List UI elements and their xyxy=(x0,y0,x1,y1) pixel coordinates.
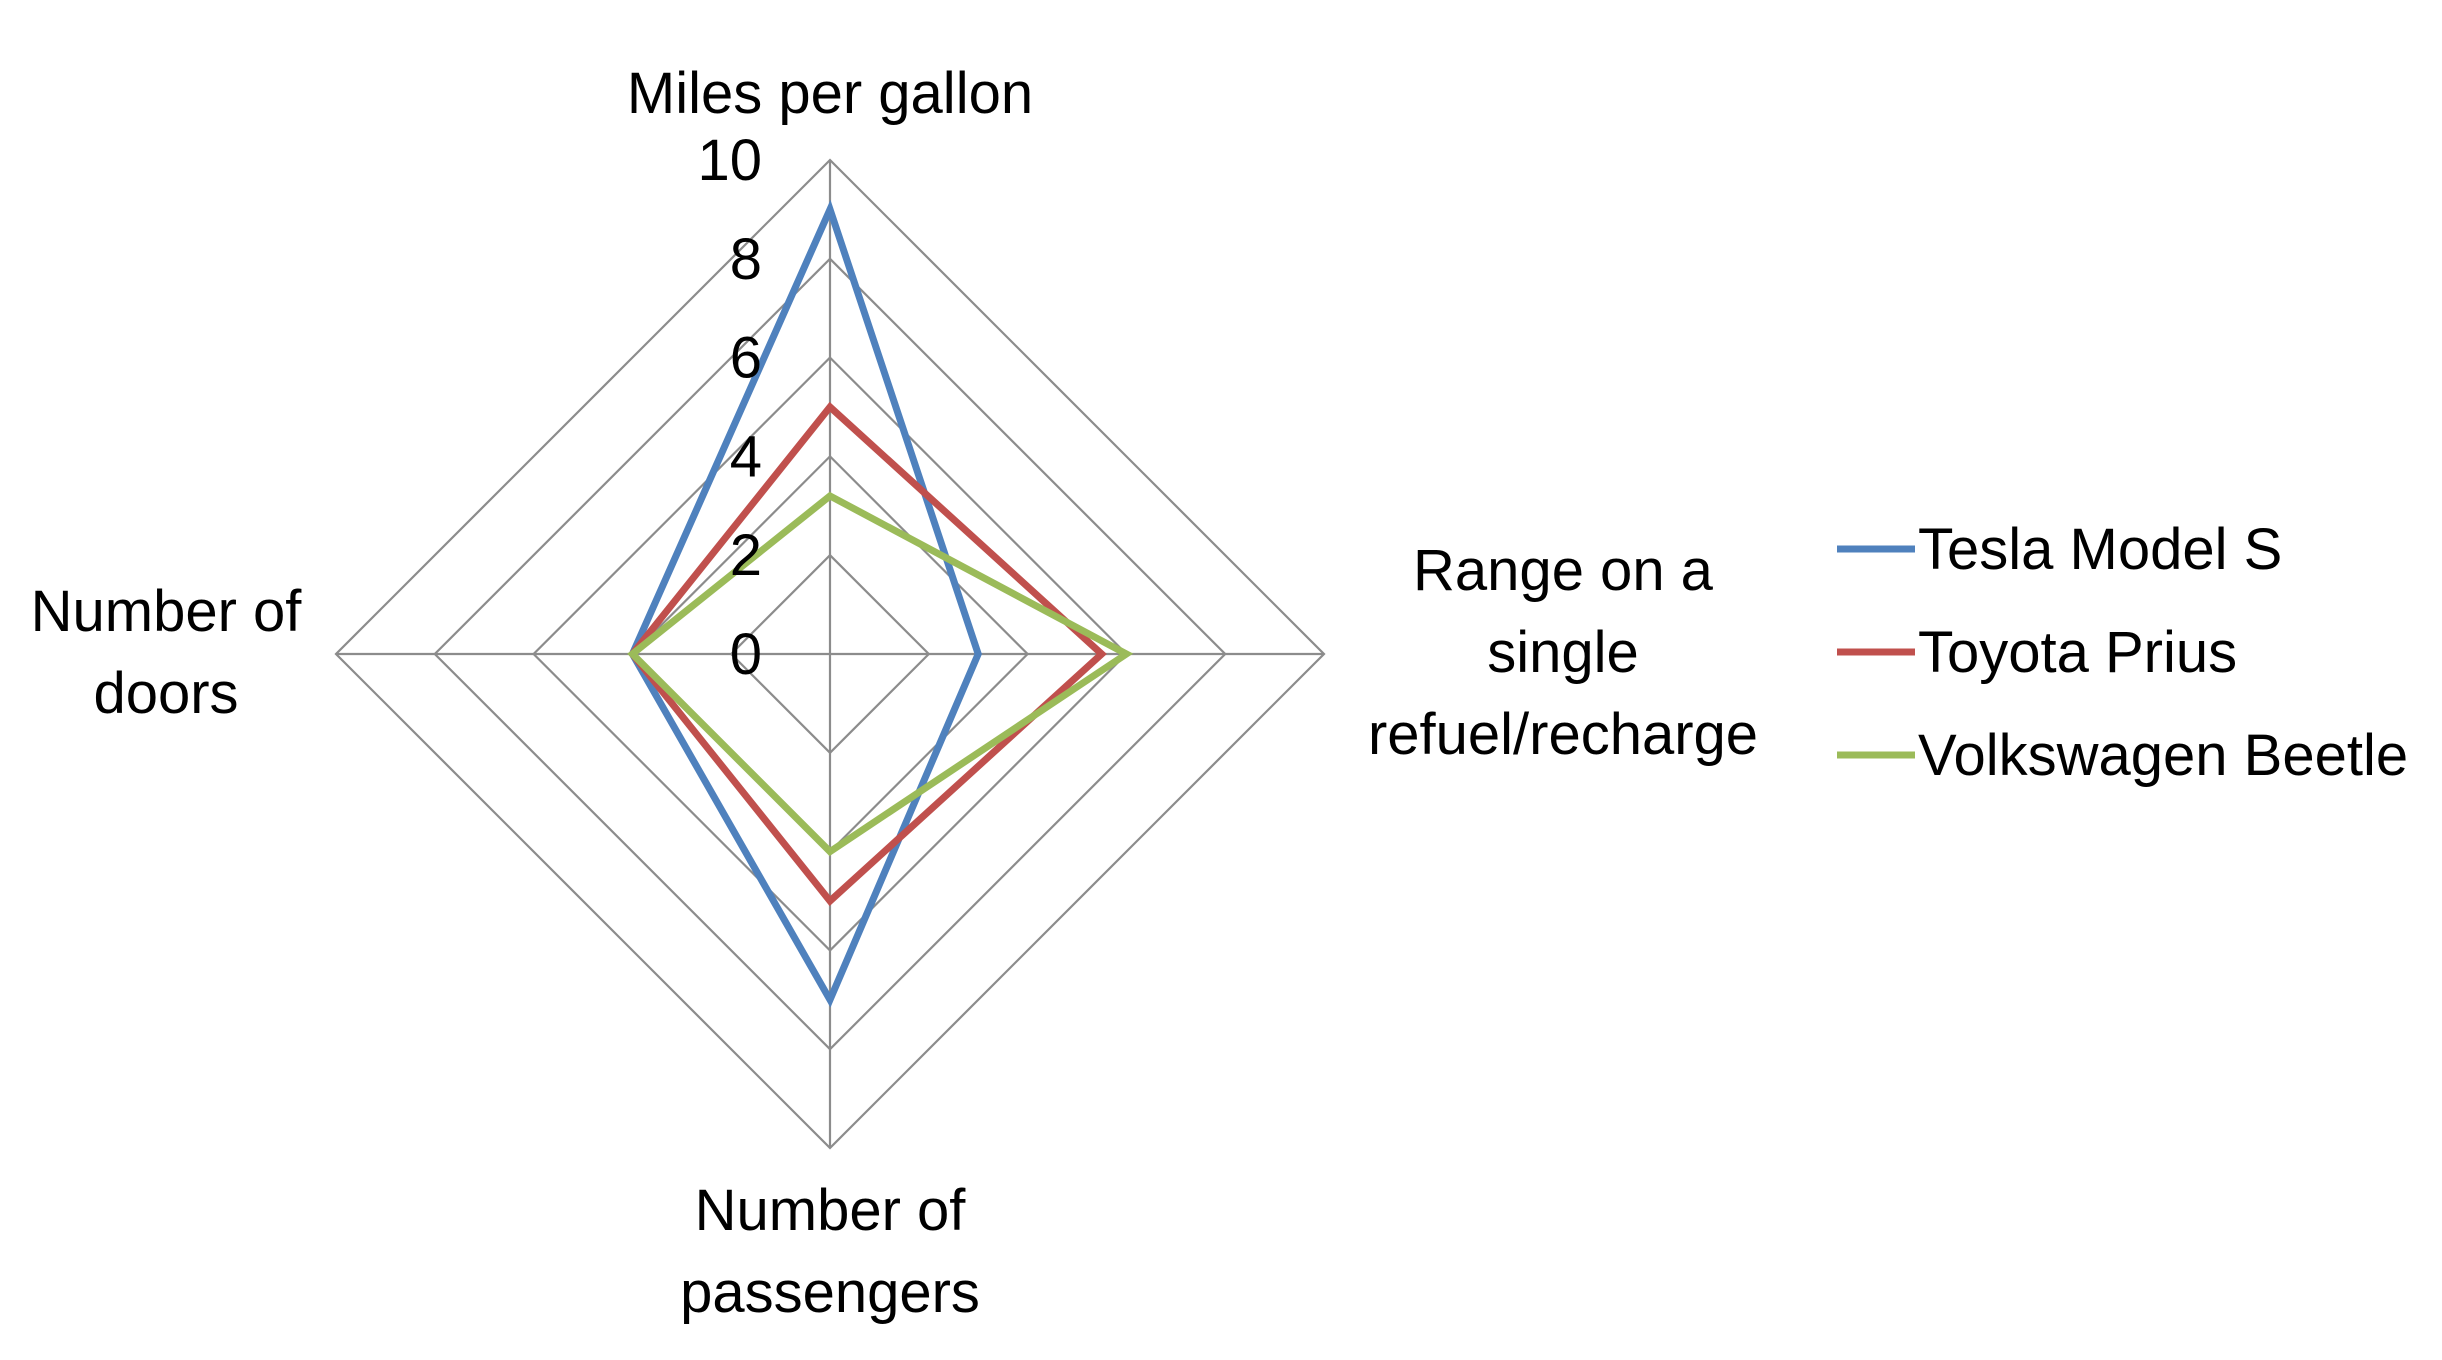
axis-label-line: refuel/recharge xyxy=(1368,702,1758,767)
legend-item: Tesla Model S xyxy=(1837,517,2282,582)
tick-label: 8 xyxy=(730,227,762,292)
axis-label-line: Number of xyxy=(31,579,303,644)
tick-label: 4 xyxy=(730,424,762,489)
axis-label: Number of doors xyxy=(31,579,303,726)
tick-label: 6 xyxy=(730,326,762,391)
tick-label: 0 xyxy=(730,622,762,687)
axis-label: Number of passengers xyxy=(680,1178,980,1325)
radar-series xyxy=(627,199,1134,1008)
axis-label-line: single xyxy=(1487,620,1639,685)
tick-label: 10 xyxy=(697,128,762,193)
axis-label: Range on a single refuel/recharge xyxy=(1368,538,1758,767)
legend-item: Volkswagen Beetle xyxy=(1837,723,2408,788)
axis-labels: Miles per gallon Range on a single refuel/r… xyxy=(31,61,1758,1325)
axis-label-line: Range on a xyxy=(1413,538,1714,603)
legend-label: Volkswagen Beetle xyxy=(1918,723,2408,788)
legend-label: Tesla Model S xyxy=(1918,517,2282,582)
series-line xyxy=(628,199,982,1008)
legend-item: Toyota Prius xyxy=(1837,620,2237,685)
axis-label-line: passengers xyxy=(680,1260,980,1325)
tick-label: 2 xyxy=(730,523,762,588)
axis-label-line: Miles per gallon xyxy=(627,61,1033,126)
series-line xyxy=(627,491,1134,857)
axis-label-line: doors xyxy=(93,661,238,726)
radial-tick-labels: 0 2 4 6 8 10 xyxy=(697,128,762,687)
series-line xyxy=(627,401,1107,907)
axis-label: Miles per gallon xyxy=(627,61,1033,126)
legend: Tesla Model S Toyota Prius Volkswagen Beet… xyxy=(1837,517,2408,788)
legend-label: Toyota Prius xyxy=(1918,620,2237,685)
axis-label-line: Number of xyxy=(695,1178,967,1243)
